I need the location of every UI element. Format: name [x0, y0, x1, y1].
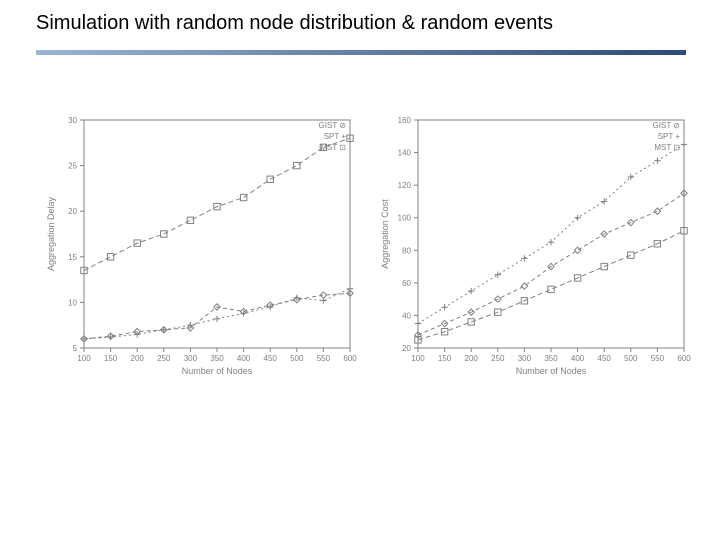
svg-text:30: 30	[68, 116, 77, 125]
svg-text:Aggregation Delay: Aggregation Delay	[46, 196, 56, 271]
svg-text:140: 140	[398, 149, 412, 158]
svg-text:350: 350	[210, 354, 224, 363]
svg-text:Aggregation Cost: Aggregation Cost	[380, 199, 390, 269]
svg-text:450: 450	[264, 354, 278, 363]
svg-text:160: 160	[398, 116, 412, 125]
svg-text:550: 550	[651, 354, 665, 363]
svg-text:100: 100	[398, 214, 412, 223]
svg-text:5: 5	[73, 344, 78, 353]
svg-text:100: 100	[411, 354, 425, 363]
svg-text:25: 25	[68, 162, 77, 171]
svg-text:MST ⊡: MST ⊡	[654, 143, 680, 152]
svg-text:400: 400	[571, 354, 585, 363]
chart-left-svg: 100 150 200 250 300 350 400 450 500 550 600 5 10 15 20…	[42, 110, 360, 378]
svg-text:Number of Nodes: Number of Nodes	[182, 366, 253, 376]
svg-text:250: 250	[491, 354, 505, 363]
svg-text:150: 150	[104, 354, 118, 363]
svg-text:60: 60	[402, 279, 411, 288]
svg-text:20: 20	[402, 344, 411, 353]
svg-text:40: 40	[402, 311, 411, 320]
svg-text:550: 550	[317, 354, 331, 363]
svg-text:300: 300	[184, 354, 198, 363]
svg-text:200: 200	[131, 354, 145, 363]
chart-right-svg: 100 150 200 250 300 350 400 450 500 550 600 20 40 60 8…	[376, 110, 694, 378]
underline-svg	[36, 50, 686, 55]
svg-text:GIST ⊘: GIST ⊘	[653, 121, 680, 130]
svg-text:400: 400	[237, 354, 251, 363]
svg-text:450: 450	[598, 354, 612, 363]
chart-left: 100 150 200 250 300 350 400 450 500 550 600 5 10 15 20…	[42, 110, 360, 378]
svg-text:Number of Nodes: Number of Nodes	[516, 366, 587, 376]
svg-text:200: 200	[465, 354, 479, 363]
svg-text:80: 80	[402, 246, 411, 255]
svg-text:300: 300	[518, 354, 532, 363]
svg-text:MST ⊡: MST ⊡	[320, 143, 346, 152]
svg-text:120: 120	[398, 181, 412, 190]
slide-title: Simulation with random node distribution…	[36, 12, 553, 35]
title-underline	[36, 42, 686, 47]
svg-text:15: 15	[68, 253, 77, 262]
svg-text:600: 600	[677, 354, 691, 363]
svg-text:20: 20	[68, 207, 77, 216]
svg-text:100: 100	[77, 354, 91, 363]
svg-text:250: 250	[157, 354, 171, 363]
svg-text:10: 10	[68, 298, 77, 307]
svg-text:SPT +: SPT +	[324, 132, 347, 141]
svg-text:SPT +: SPT +	[658, 132, 681, 141]
svg-text:150: 150	[438, 354, 452, 363]
svg-text:600: 600	[343, 354, 357, 363]
svg-text:350: 350	[544, 354, 558, 363]
svg-text:500: 500	[624, 354, 638, 363]
chart-right: 100 150 200 250 300 350 400 450 500 550 600 20 40 60 8…	[376, 110, 694, 378]
svg-text:GIST ⊘: GIST ⊘	[319, 121, 346, 130]
svg-text:500: 500	[290, 354, 304, 363]
